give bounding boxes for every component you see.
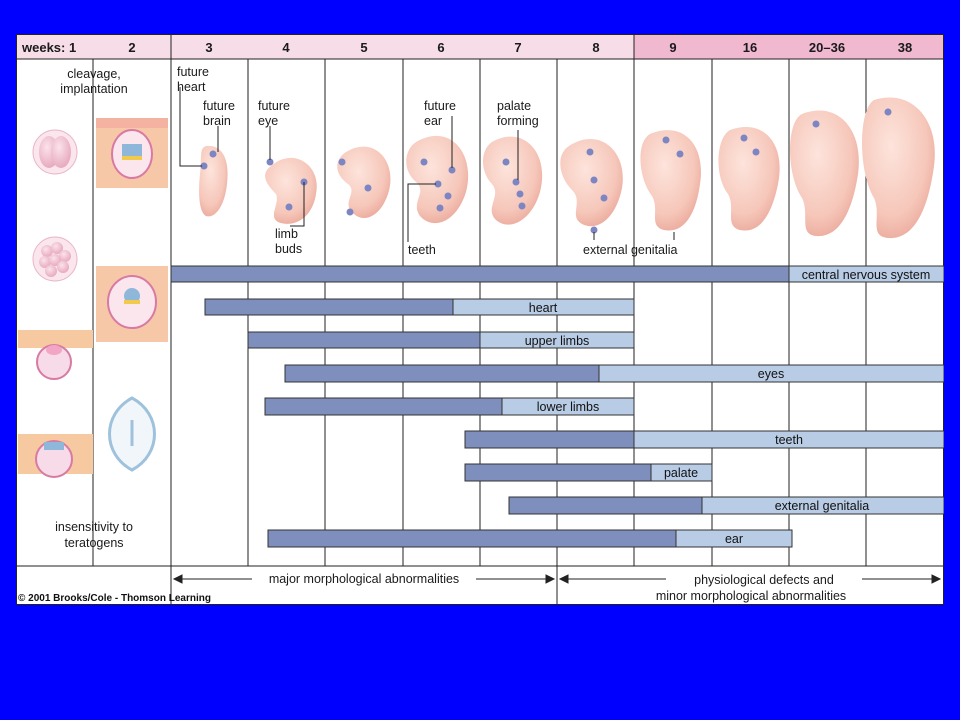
teeth-annotation-label: teeth — [408, 243, 436, 257]
morula-illustration — [32, 236, 78, 282]
chart-svg: weeks: 1 2 3 4 5 6 7 8 9 16 20–36 38 cleavage, imp… — [16, 34, 944, 605]
palate-forming-label-2: forming — [497, 114, 539, 128]
future-heart-label-2: heart — [177, 80, 206, 94]
insensitivity-label-1: insensitivity to — [55, 520, 133, 534]
weeks-label: weeks: 1 — [21, 40, 76, 55]
sensitivity-bars: central nervous system heart upper limbs… — [170, 265, 944, 548]
fetus-week-38 — [862, 97, 935, 239]
implantation-illustration-1 — [96, 118, 168, 188]
bar-external-genitalia-less-sensitive — [701, 496, 944, 515]
header-band-late — [634, 34, 944, 59]
bar-upper-limbs-less-sensitive — [479, 331, 635, 349]
fetus-week-9 — [640, 130, 701, 231]
bar-cns-sensitive — [170, 265, 790, 283]
week-label: 38 — [898, 40, 912, 55]
chorionic-sac-illustration — [108, 396, 156, 472]
week-label: 6 — [437, 40, 444, 55]
bar-label-eyes: eyes — [758, 367, 784, 381]
embryo-week-5 — [337, 146, 391, 218]
bar-upper-limbs-sensitive — [247, 331, 481, 349]
major-abnormalities-label: major morphological abnormalities — [269, 572, 459, 586]
week-label: 2 — [128, 40, 135, 55]
bar-external-genitalia-sensitive — [508, 496, 703, 515]
sensitive-site-markers — [200, 108, 892, 234]
future-heart-label-1: future — [177, 65, 209, 79]
future-ear-label-1: future — [424, 99, 456, 113]
chart-border — [16, 34, 944, 605]
bar-label-external-genitalia: external genitalia — [775, 499, 870, 513]
palate-forming-label-1: palate — [497, 99, 531, 113]
future-brain-label-1: future — [203, 99, 235, 113]
bar-ear-sensitive — [267, 529, 677, 548]
bar-label-palate: palate — [664, 466, 698, 480]
fetus-week-8 — [560, 139, 623, 227]
week-label: 3 — [205, 40, 212, 55]
bar-palate-sensitive — [464, 463, 652, 482]
bar-lower-limbs-less-sensitive — [501, 397, 635, 416]
embryo-week-4 — [265, 157, 317, 224]
future-eye-label-2: eye — [258, 114, 278, 128]
insensitivity-label-2: teratogens — [64, 536, 123, 550]
week-label: 5 — [360, 40, 367, 55]
bar-label-ear: ear — [725, 532, 743, 546]
fetus-week-20-36 — [790, 110, 859, 237]
external-genitalia-annotation-label: external genitalia — [583, 243, 678, 257]
week-label: 8 — [592, 40, 599, 55]
embryo-week-7 — [483, 136, 543, 225]
bar-label-upper-limbs: upper limbs — [525, 334, 590, 348]
copyright-notice: © 2001 Brooks/Cole - Thomson Learning — [18, 593, 211, 604]
week-label: 20–36 — [809, 40, 845, 55]
bar-lower-limbs-sensitive — [264, 397, 503, 416]
bar-cns-less-sensitive — [788, 265, 944, 283]
bar-eyes-sensitive — [284, 364, 600, 383]
limb-buds-label-2: buds — [275, 242, 302, 256]
week-label: 4 — [282, 40, 290, 55]
physiological-defects-label-2: minor morphological abnormalities — [656, 589, 846, 603]
bar-ear-less-sensitive — [675, 529, 793, 548]
future-eye-label-1: future — [258, 99, 290, 113]
embryo-development-chart: weeks: 1 2 3 4 5 6 7 8 9 16 20–36 38 cleavage, imp… — [16, 34, 944, 605]
implanting-blastocyst-illustration — [18, 434, 93, 478]
implantation-illustration-2 — [96, 266, 168, 342]
bar-heart-less-sensitive — [452, 298, 635, 316]
bar-eyes-less-sensitive — [598, 364, 944, 383]
fetus-week-16 — [718, 127, 780, 231]
bar-label-teeth: teeth — [775, 433, 803, 447]
cleavage-label-2: implantation — [60, 82, 127, 96]
bar-palate-less-sensitive — [650, 463, 713, 482]
bar-label-central-nervous-system: central nervous system — [802, 268, 931, 282]
future-brain-label-2: brain — [203, 114, 231, 128]
future-ear-label-2: ear — [424, 114, 442, 128]
week-label: 9 — [669, 40, 676, 55]
leader-lines — [179, 87, 675, 242]
bar-teeth-sensitive — [464, 430, 635, 449]
zygote-two-cell-illustration — [32, 129, 78, 175]
embryo-week-6 — [406, 135, 469, 224]
cleavage-label-1: cleavage, — [67, 67, 121, 81]
week-labels: 2 3 4 5 6 7 8 9 16 20–36 38 — [128, 40, 912, 55]
bar-label-lower-limbs: lower limbs — [537, 400, 600, 414]
limb-buds-label-1: limb — [275, 227, 298, 241]
week-label: 7 — [514, 40, 521, 55]
footer-arrows — [172, 574, 942, 584]
physiological-defects-label-1: physiological defects and — [694, 573, 834, 587]
bar-label-heart: heart — [529, 301, 558, 315]
week-label: 16 — [743, 40, 757, 55]
bar-heart-sensitive — [204, 298, 454, 316]
blastocyst-illustration — [18, 330, 93, 380]
bar-teeth-less-sensitive — [633, 430, 944, 449]
